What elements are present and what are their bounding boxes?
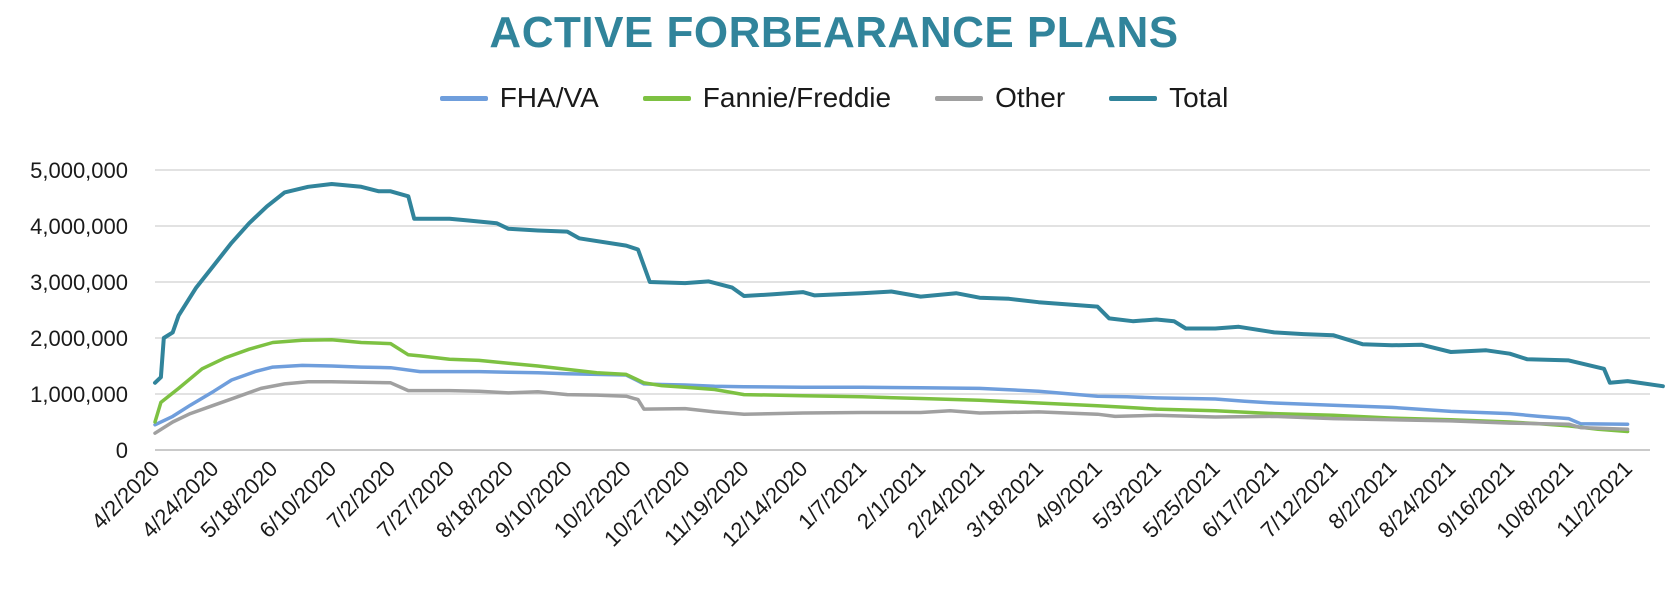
legend-item-other: Other [935, 82, 1065, 114]
legend-label-other: Other [995, 82, 1066, 113]
y-tick-label: 1,000,000 [30, 382, 128, 407]
legend-label-fannie-freddie: Fannie/Freddie [702, 82, 892, 113]
legend-swatch-total [1109, 95, 1158, 101]
legend-swatch-other [935, 95, 984, 101]
legend-item-total: Total [1109, 82, 1228, 114]
legend-label-total: Total [1169, 82, 1229, 113]
legend: FHA/VA Fannie/Freddie Other Total [0, 82, 1668, 114]
series-line-other [153, 379, 1630, 435]
chart-title: ACTIVE FORBEARANCE PLANS [489, 8, 1179, 57]
y-tick-label: 5,000,000 [30, 158, 128, 183]
series-line-fha-va [153, 363, 1630, 427]
y-tick-label: 4,000,000 [30, 214, 128, 239]
legend-item-fannie-freddie: Fannie/Freddie [642, 82, 892, 114]
legend-label-fha-va: FHA/VA [499, 82, 599, 113]
legend-item-fha-va: FHA/VA [439, 82, 599, 114]
y-tick-label: 2,000,000 [30, 326, 128, 351]
y-tick-label: 3,000,000 [30, 270, 128, 295]
legend-swatch-fha-va [439, 95, 488, 101]
legend-swatch-fannie-freddie [642, 95, 691, 101]
series-line-total [153, 182, 1665, 389]
y-tick-label: 0 [116, 438, 128, 463]
series-line-fannie-freddie [153, 337, 1630, 434]
